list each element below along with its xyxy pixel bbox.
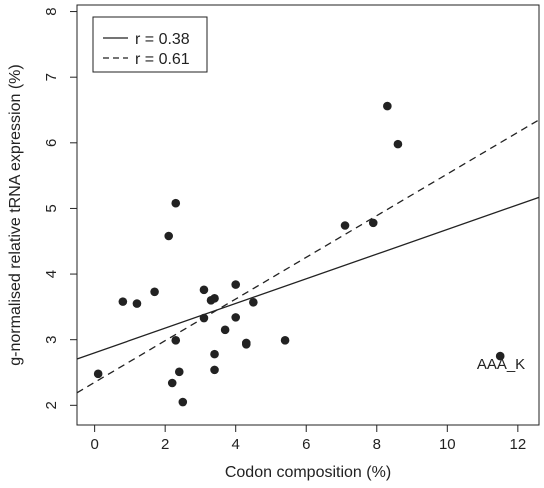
data-point <box>171 198 181 208</box>
data-point <box>210 349 219 359</box>
y-tick-label: 5 <box>43 204 60 212</box>
x-axis: 0 2 4 6 8 10 12 <box>90 425 526 453</box>
y-tick-label: 8 <box>43 7 60 15</box>
data-point <box>93 369 103 379</box>
data-point <box>393 139 403 149</box>
x-tick-label: 8 <box>373 436 381 453</box>
data-points <box>93 101 505 407</box>
annotation-aaa-k: AAA_K <box>477 356 525 373</box>
y-tick-label: 3 <box>43 336 60 344</box>
data-point <box>220 325 230 335</box>
x-tick-label: 6 <box>302 436 310 453</box>
data-point <box>495 351 505 361</box>
regression-lines <box>76 119 540 394</box>
data-point <box>210 365 219 375</box>
legend-label-series-2: r = 0.61 <box>135 51 190 68</box>
data-point <box>178 397 188 407</box>
y-axis: 2 3 4 5 6 7 8 <box>43 7 77 409</box>
x-axis-title: Codon composition (%) <box>225 464 391 481</box>
x-tick-label: 0 <box>90 436 98 453</box>
data-point <box>199 285 209 295</box>
data-point <box>231 280 241 289</box>
x-tick-label: 2 <box>161 436 169 453</box>
data-point <box>241 339 251 349</box>
legend: r = 0.38 r = 0.61 <box>92 16 208 73</box>
data-point <box>199 313 209 323</box>
x-tick-label: 10 <box>439 436 456 453</box>
y-axis-title: g-normalised relative tRNA expression (%… <box>7 64 24 365</box>
y-tick-label: 7 <box>43 73 60 81</box>
data-point <box>383 101 392 111</box>
legend-box <box>92 16 208 73</box>
data-point <box>118 297 128 306</box>
data-point <box>249 297 258 307</box>
data-point <box>150 287 159 297</box>
legend-label-series-1: r = 0.38 <box>135 31 190 48</box>
data-point <box>210 294 219 303</box>
data-point <box>167 378 177 388</box>
data-point <box>132 299 142 308</box>
x-tick-label: 4 <box>232 436 240 453</box>
y-tick-label: 2 <box>43 401 60 409</box>
x-tick-label: 12 <box>509 436 526 453</box>
y-tick-label: 4 <box>43 270 60 278</box>
data-point <box>164 231 173 241</box>
regression-line-dashed <box>76 119 540 394</box>
data-point <box>174 367 184 377</box>
data-point <box>171 336 181 345</box>
regression-line-solid <box>76 196 540 360</box>
data-point <box>231 313 241 322</box>
data-point <box>340 221 350 230</box>
plot-frame <box>76 4 540 426</box>
y-tick-label: 6 <box>43 139 60 147</box>
data-point <box>280 336 290 345</box>
data-point <box>368 218 378 228</box>
